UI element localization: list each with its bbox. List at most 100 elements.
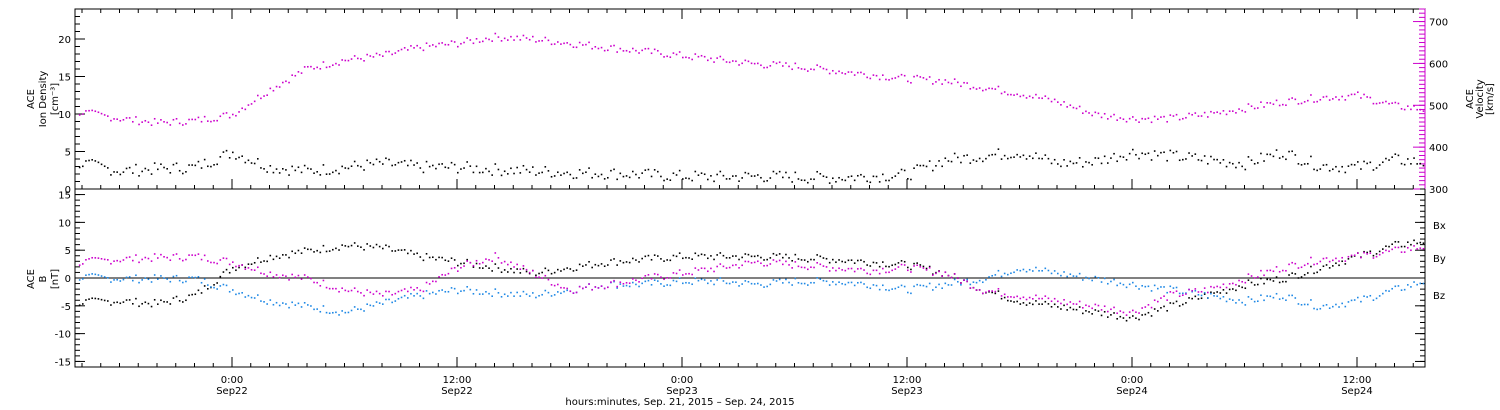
ion-density-point: [669, 179, 672, 181]
velocity-point: [294, 74, 297, 77]
by-point: [138, 281, 140, 284]
ion-density-point: [125, 167, 128, 170]
velocity-point: [272, 89, 275, 92]
velocity-point: [1053, 98, 1056, 101]
velocity-point: [444, 43, 447, 46]
velocity-point: [1100, 116, 1103, 119]
ion-density-point: [247, 159, 250, 162]
velocity-point: [1147, 117, 1150, 120]
velocity-point: [503, 37, 506, 40]
bottom-left-tick-label-1: -10: [55, 330, 71, 341]
bz-point: [816, 261, 818, 264]
bz-point: [1178, 295, 1181, 298]
ion-density-point: [1219, 162, 1222, 164]
ion-density-point: [1335, 165, 1337, 168]
bx-point: [994, 292, 997, 295]
velocity-point: [1135, 119, 1137, 121]
bz-point: [541, 277, 543, 279]
bz-point: [353, 287, 356, 289]
bz-point: [925, 269, 928, 271]
by-point: [328, 312, 331, 315]
bz-point: [994, 290, 997, 293]
ion-density-point: [1113, 152, 1115, 155]
top-ylabel-left-1: ACE: [26, 89, 37, 109]
bz-point: [194, 254, 197, 257]
by-point: [413, 295, 415, 297]
bz-point: [122, 259, 125, 261]
by-point: [616, 287, 618, 289]
ion-density-point: [1091, 163, 1093, 166]
bx-point: [563, 268, 565, 271]
bz-point: [460, 266, 462, 269]
bx-point: [672, 254, 675, 257]
by-point: [1185, 292, 1187, 294]
velocity-point: [725, 61, 728, 63]
bz-point: [363, 294, 365, 297]
bx-point: [397, 249, 400, 251]
bz-point: [344, 289, 347, 292]
bz-point: [497, 257, 500, 259]
velocity-point: [425, 42, 428, 45]
bx-point: [1278, 281, 1281, 284]
velocity-point: [1388, 102, 1390, 105]
bz-point: [247, 267, 250, 269]
by-point: [985, 278, 987, 281]
bz-point: [1122, 311, 1125, 314]
ion-density-point: [503, 170, 506, 173]
velocity-point: [594, 45, 597, 48]
bz-point: [632, 278, 634, 280]
ion-density-point: [460, 168, 462, 170]
bz-point: [347, 290, 350, 293]
bz-point: [872, 269, 875, 272]
velocity-point: [244, 108, 247, 111]
bz-point: [847, 267, 850, 270]
bx-point: [703, 254, 706, 256]
bx-point: [1213, 292, 1215, 294]
bz-point: [213, 261, 215, 264]
ion-density-point: [278, 172, 281, 174]
velocity-point: [491, 40, 493, 42]
by-point: [1300, 304, 1303, 306]
by-point: [219, 285, 222, 287]
bz-point: [1085, 304, 1087, 307]
bx-point: [191, 293, 193, 296]
bz-point: [419, 289, 422, 292]
by-point: [1282, 297, 1284, 300]
velocity-point: [1378, 102, 1381, 104]
ion-density-point: [475, 165, 478, 168]
x-tick-label-date-0: Sep22: [216, 386, 248, 397]
bx-point: [622, 261, 625, 264]
velocity-point: [328, 65, 331, 68]
ion-density-point: [1163, 151, 1165, 154]
bx-point: [722, 254, 725, 257]
by-point: [900, 284, 903, 287]
ion-density-point: [1138, 157, 1140, 160]
by-point: [791, 284, 793, 286]
by-point: [560, 292, 562, 295]
ion-density-point: [1310, 155, 1312, 158]
bz-point: [1300, 266, 1303, 269]
bz-point: [732, 264, 734, 267]
velocity-point: [213, 119, 215, 122]
top-left-tick-label-3: 15: [58, 73, 71, 84]
ion-density-point: [522, 164, 525, 167]
ion-density-point: [1347, 165, 1350, 167]
bz-point: [819, 263, 822, 266]
bz-point: [1144, 306, 1147, 308]
by-point: [750, 282, 753, 285]
by-point: [1100, 281, 1103, 283]
bz-point: [1007, 296, 1009, 298]
velocity-point: [410, 45, 412, 47]
bx-point: [1185, 302, 1187, 304]
velocity-point: [903, 74, 906, 77]
velocity-point: [557, 41, 559, 43]
bx-point: [1141, 314, 1143, 316]
velocity-point: [332, 64, 334, 66]
velocity-point: [1332, 98, 1334, 100]
bx-point: [153, 298, 156, 301]
ion-density-point: [663, 179, 665, 182]
bx-point: [369, 245, 372, 247]
bx-point: [1066, 309, 1068, 311]
by-point: [175, 274, 178, 277]
ion-density-point: [775, 172, 778, 175]
